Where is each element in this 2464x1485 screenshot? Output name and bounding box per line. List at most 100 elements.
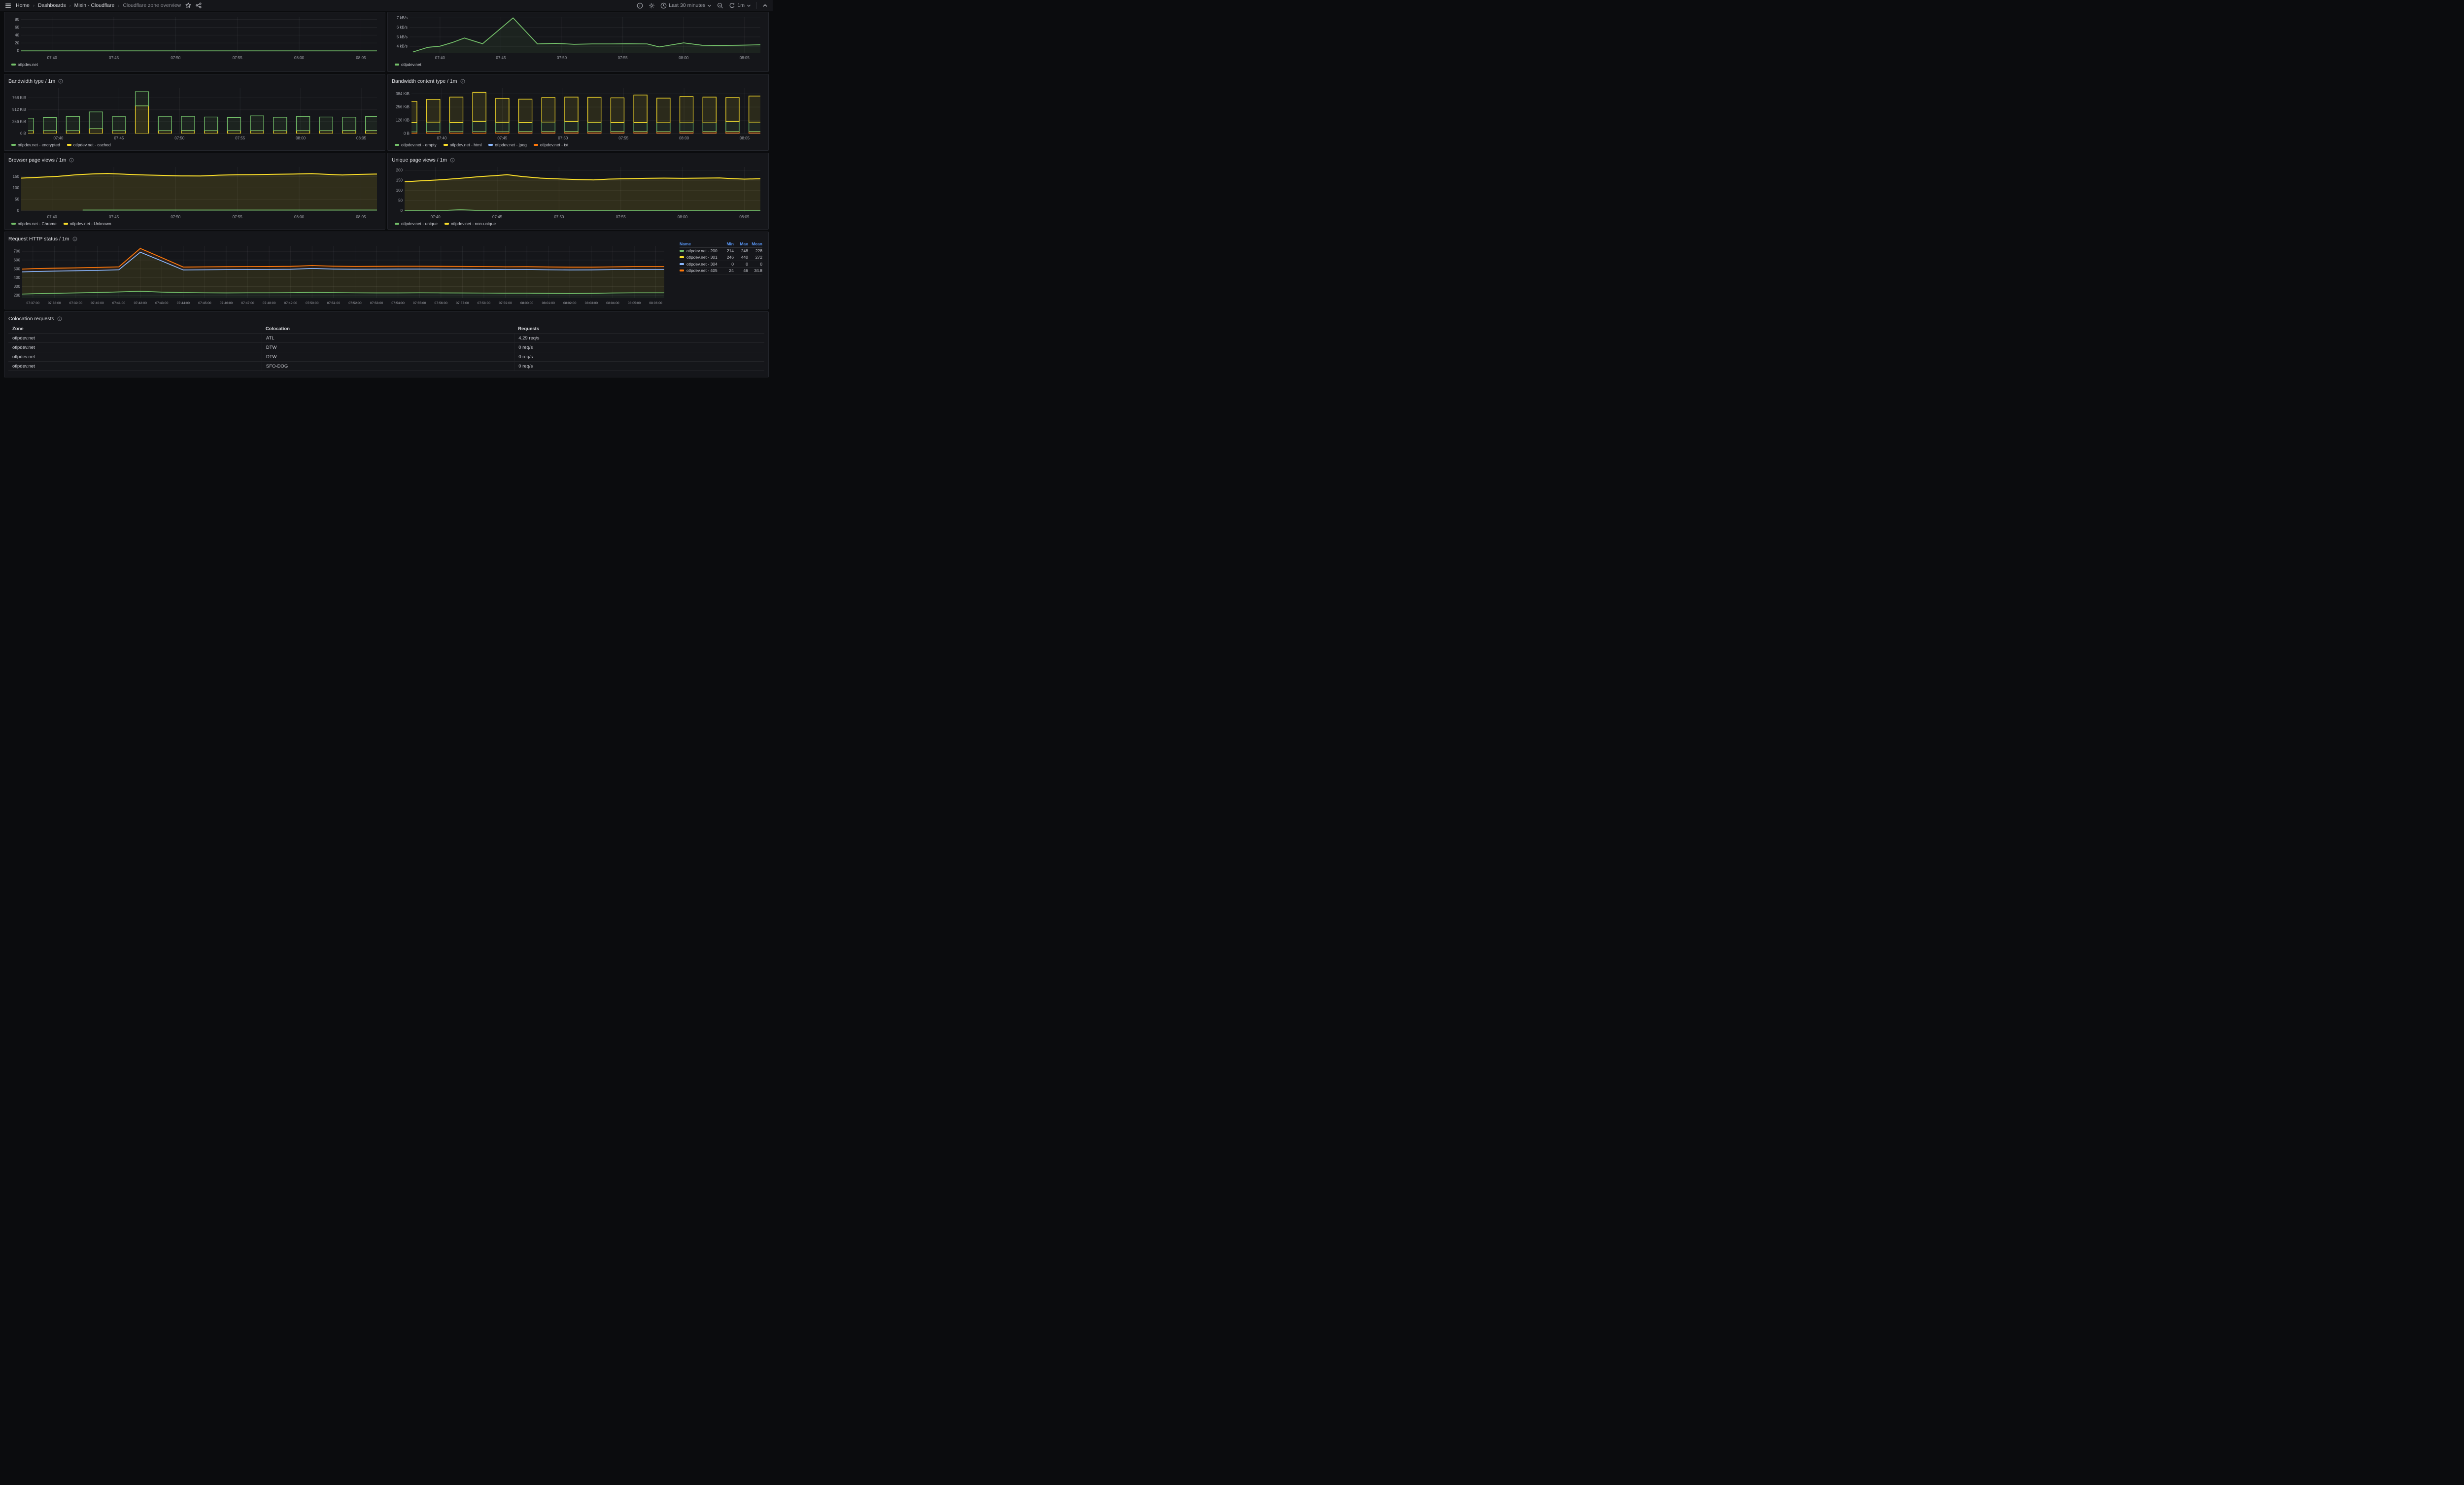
legend-table-column-header[interactable]: Name [680, 241, 691, 247]
panel-bandwidth-type: Bandwidth type / 1m 07:40 07:45 07:50 07:55… [4, 74, 385, 151]
panel-info-icon[interactable] [69, 158, 74, 163]
legend-item[interactable]: otlpdev.net [11, 62, 38, 67]
panel-info-icon[interactable] [450, 158, 455, 163]
time-range-picker[interactable]: Last 30 minutes [660, 2, 712, 9]
legend-table-row[interactable]: otlpdev.net - 304 0 0 0 [680, 261, 762, 268]
svg-text:7 kB/s: 7 kB/s [397, 16, 408, 20]
http-status-chart[interactable]: 07:37:00 07:38:00 07:39:00 07:40:00 07:41:00… [8, 243, 668, 305]
series-max: 46 [743, 268, 748, 273]
refresh-picker[interactable]: 1m [729, 2, 751, 9]
legend-color-swatch [488, 143, 493, 146]
panel-info-icon[interactable] [58, 79, 63, 84]
legend-color-swatch [445, 222, 449, 225]
column-header-zone[interactable]: Zone [12, 326, 24, 332]
breadcrumb-current-dashboard: Cloudflare zone overview [123, 2, 181, 8]
zoom-out-icon[interactable] [717, 2, 723, 9]
hamburger-menu-icon[interactable] [5, 2, 11, 9]
series-mean: 34.8 [754, 268, 762, 273]
bandwidth-rate-chart[interactable]: 07:40 07:45 07:50 07:55 08:00 08:05 4 kB/s 5 kB… [392, 14, 764, 61]
time-range-label: Last 30 minutes [669, 2, 706, 8]
svg-text:08:05: 08:05 [740, 56, 750, 60]
legend-color-swatch [67, 143, 71, 146]
gear-icon[interactable] [649, 2, 655, 9]
breadcrumb-separator: › [69, 3, 71, 8]
legend-table-row[interactable]: otlpdev.net - 301 246 440 272 [680, 254, 762, 261]
svg-text:768 KiB: 768 KiB [12, 96, 26, 100]
legend-table-column-header[interactable]: Mean [752, 241, 762, 247]
cell-requests: 4.29 req/s [514, 334, 764, 342]
svg-text:150: 150 [13, 174, 20, 179]
breadcrumb-home[interactable]: Home [16, 2, 30, 8]
cell-colocation: SFO-DOG [261, 362, 514, 371]
svg-text:07:50: 07:50 [174, 136, 185, 140]
collapse-up-icon[interactable] [762, 3, 768, 8]
svg-text:600: 600 [14, 258, 21, 262]
svg-text:08:04:00: 08:04:00 [606, 302, 619, 305]
legend-table-column-header[interactable]: Max [740, 241, 748, 247]
share-icon[interactable] [196, 2, 202, 8]
legend-item[interactable]: otlpdev.net [395, 62, 421, 67]
svg-text:08:00: 08:00 [679, 56, 689, 60]
breadcrumb-dashboards[interactable]: Dashboards [38, 2, 66, 8]
refresh-interval-label: 1m [737, 2, 745, 8]
legend-item[interactable]: otlpdev.net - Chrome [11, 221, 57, 226]
svg-text:07:45: 07:45 [496, 56, 506, 60]
svg-text:500: 500 [14, 267, 21, 271]
svg-text:07:50: 07:50 [557, 56, 567, 60]
panel-colocation-requests: Colocation requests Zone Colocation Requ… [4, 311, 769, 377]
svg-text:08:00:00: 08:00:00 [520, 302, 534, 305]
svg-text:07:53:00: 07:53:00 [370, 302, 383, 305]
legend-item[interactable]: otlpdev.net - non-unique [445, 221, 496, 226]
svg-text:40: 40 [15, 33, 19, 37]
svg-text:07:38:00: 07:38:00 [48, 302, 61, 305]
legend-label: otlpdev.net - jpeg [495, 142, 527, 147]
refresh-icon[interactable] [729, 2, 735, 9]
legend-item[interactable]: otlpdev.net - empty [395, 142, 437, 147]
column-header-requests[interactable]: Requests [518, 326, 539, 332]
svg-text:100: 100 [13, 186, 20, 190]
legend-label: otlpdev.net - Chrome [18, 221, 57, 226]
legend-item[interactable]: otlpdev.net - Unknown [63, 221, 111, 226]
info-icon[interactable] [637, 2, 643, 9]
svg-text:256 KiB: 256 KiB [396, 105, 410, 109]
legend-item[interactable]: otlpdev.net - html [443, 142, 481, 147]
svg-text:07:50: 07:50 [171, 56, 181, 60]
panel-info-icon[interactable] [57, 316, 62, 321]
panel-info-icon[interactable] [460, 79, 465, 84]
legend-item[interactable]: otlpdev.net - jpeg [488, 142, 527, 147]
legend-table-row[interactable]: otlpdev.net - 200 214 248 228 [680, 248, 762, 254]
legend-item[interactable]: otlpdev.net - cached [67, 142, 111, 147]
column-header-colocation[interactable]: Colocation [265, 326, 290, 332]
legend-label: otlpdev.net - unique [401, 221, 438, 226]
svg-text:07:45: 07:45 [114, 136, 124, 140]
unique-page-views-chart[interactable]: 07:40 07:45 07:50 07:55 08:00 08:05 0 50 100 150 2… [392, 164, 764, 220]
svg-text:07:55:00: 07:55:00 [413, 302, 426, 305]
panel-title: Bandwidth content type / 1m [392, 78, 457, 84]
bandwidth-type-chart[interactable]: 07:40 07:45 07:50 07:55 08:00 08:05 0 B 256 KiB… [8, 85, 381, 141]
svg-text:384 KiB: 384 KiB [396, 92, 410, 96]
star-icon[interactable] [185, 2, 191, 8]
svg-text:07:45: 07:45 [109, 215, 119, 219]
bandwidth-rate-chart-legend: otlpdev.net [392, 61, 764, 68]
legend-table-row[interactable]: otlpdev.net - 405 24 46 34.8 [680, 268, 762, 274]
cell-colocation: DTW [261, 352, 514, 361]
svg-text:0 B: 0 B [20, 132, 26, 136]
unique-page-views-legend: otlpdev.net - unique otlpdev.net - non-un… [392, 220, 764, 227]
svg-text:07:51:00: 07:51:00 [327, 302, 341, 305]
legend-color-swatch [395, 222, 399, 225]
bandwidth-content-type-chart[interactable]: 07:40 07:45 07:50 07:55 08:00 08:05 0 B 128 KiB… [392, 85, 764, 141]
panel-info-icon[interactable] [72, 236, 77, 241]
series-min: 24 [729, 268, 734, 273]
legend-label: otlpdev.net - encrypted [18, 142, 60, 147]
breadcrumb-folder[interactable]: Mixin - Cloudflare [74, 2, 115, 8]
browser-page-views-chart[interactable]: 07:40 07:45 07:50 07:55 08:00 08:05 0 50 100 150 [8, 164, 381, 220]
legend-item[interactable]: otlpdev.net - encrypted [11, 142, 60, 147]
legend-item[interactable]: otlpdev.net - txt [533, 142, 568, 147]
svg-text:07:55: 07:55 [233, 215, 243, 219]
legend-table-column-header[interactable]: Min [726, 241, 734, 247]
requests-chart[interactable]: 07:40 07:45 07:50 07:55 08:00 08:05 0 20 40 60 80 [8, 14, 381, 61]
svg-text:07:56:00: 07:56:00 [435, 302, 448, 305]
http-legend-table: Name Min Max Mean otlpdev.net - 200 214 248 228… [680, 241, 762, 274]
legend-color-swatch [680, 249, 684, 252]
legend-item[interactable]: otlpdev.net - unique [395, 221, 438, 226]
